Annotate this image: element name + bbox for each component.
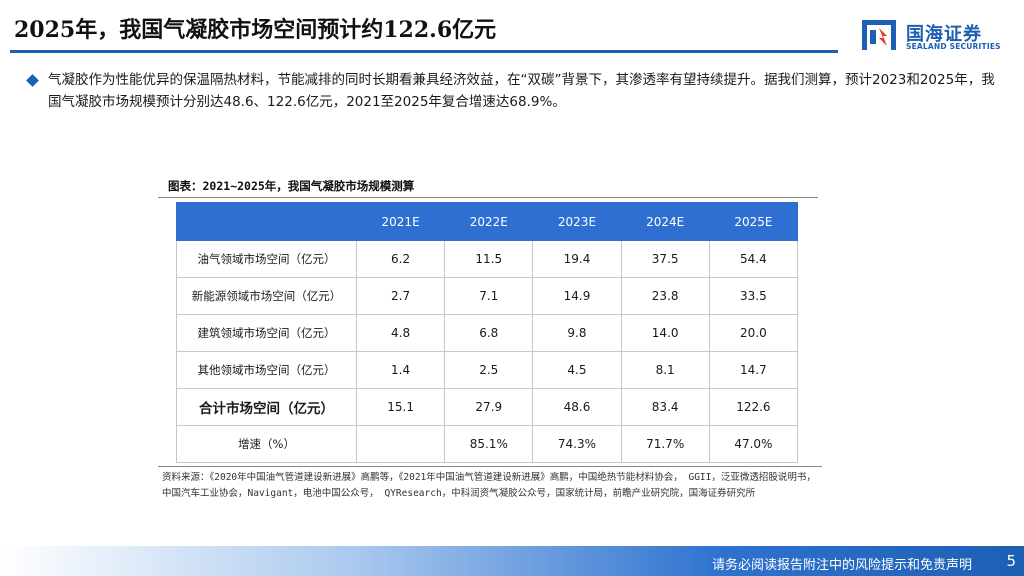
row-label: 建筑领域市场空间（亿元） bbox=[176, 314, 357, 352]
table-corner-cell bbox=[176, 202, 357, 241]
table-cell: 14.0 bbox=[620, 314, 710, 352]
table-cell: 37.5 bbox=[620, 240, 710, 278]
table-cell: 19.4 bbox=[532, 240, 622, 278]
table-row: 油气领域市场空间（亿元） 6.2 11.5 19.4 37.5 54.4 bbox=[176, 240, 799, 278]
column-header: 2021E bbox=[355, 202, 446, 241]
table-cell: 85.1% bbox=[444, 425, 534, 463]
title-divider bbox=[10, 50, 838, 53]
intro-paragraph: 气凝胶作为性能优异的保温隔热材料，节能减排的同时长期看兼具经济效益，在“双碳”背… bbox=[48, 72, 995, 110]
column-header: 2022E bbox=[444, 202, 534, 241]
table-row: 增速（%） 85.1% 74.3% 71.7% 47.0% bbox=[176, 425, 799, 463]
sealand-logo-icon bbox=[862, 20, 896, 50]
column-header: 2023E bbox=[532, 202, 622, 241]
table-cell: 54.4 bbox=[708, 240, 799, 278]
table-cell: 48.6 bbox=[532, 388, 622, 426]
table-total-row: 合计市场空间（亿元） 15.1 27.9 48.6 83.4 122.6 bbox=[176, 388, 799, 426]
caption-divider bbox=[158, 197, 818, 198]
table-row: 新能源领域市场空间（亿元） 2.7 7.1 14.9 23.8 33.5 bbox=[176, 277, 799, 315]
company-logo: 国海证券 SEALAND SECURITIES bbox=[860, 18, 1010, 58]
logo-english-name: SEALAND SECURITIES bbox=[906, 42, 1001, 51]
table-cell: 33.5 bbox=[708, 277, 799, 315]
table-cell: 14.7 bbox=[708, 351, 799, 389]
row-label: 合计市场空间（亿元） bbox=[176, 388, 357, 426]
table-cell: 14.9 bbox=[532, 277, 622, 315]
table-cell: 2.5 bbox=[444, 351, 534, 389]
table-cell: 15.1 bbox=[355, 388, 446, 426]
column-header: 2025E bbox=[708, 202, 799, 241]
table-cell: 20.0 bbox=[708, 314, 799, 352]
table-cell: 6.8 bbox=[444, 314, 534, 352]
table-cell: 11.5 bbox=[444, 240, 534, 278]
row-label: 油气领域市场空间（亿元） bbox=[176, 240, 357, 278]
source-divider bbox=[158, 466, 822, 467]
table-cell: 4.5 bbox=[532, 351, 622, 389]
market-size-table: 2021E 2022E 2023E 2024E 2025E 油气领域市场空间（亿… bbox=[176, 202, 799, 463]
table-cell: 2.7 bbox=[355, 277, 446, 315]
table-cell bbox=[355, 425, 446, 463]
footer-bar bbox=[0, 546, 1024, 576]
table-cell: 74.3% bbox=[532, 425, 622, 463]
column-header: 2024E bbox=[620, 202, 710, 241]
source-note: 资料来源：《2020年中国油气管道建设新进展》高鹏等，《2021年中国油气管道建… bbox=[162, 472, 816, 499]
table-cell: 122.6 bbox=[708, 388, 799, 426]
logo-chinese-name: 国海证券 bbox=[906, 24, 982, 45]
row-label: 新能源领域市场空间（亿元） bbox=[176, 277, 357, 315]
table-cell: 83.4 bbox=[620, 388, 710, 426]
page-number: 5 bbox=[1006, 552, 1016, 570]
table-row: 建筑领域市场空间（亿元） 4.8 6.8 9.8 14.0 20.0 bbox=[176, 314, 799, 352]
table-cell: 6.2 bbox=[355, 240, 446, 278]
table-header-row: 2021E 2022E 2023E 2024E 2025E bbox=[176, 202, 799, 241]
page-title: 2025年，我国气凝胶市场空间预计约122.6亿元 bbox=[14, 17, 497, 43]
table-cell: 7.1 bbox=[444, 277, 534, 315]
diamond-bullet-icon bbox=[26, 74, 39, 87]
table-caption: 图表：2021~2025年，我国气凝胶市场规模测算 bbox=[168, 179, 415, 193]
table-cell: 23.8 bbox=[620, 277, 710, 315]
table-cell: 27.9 bbox=[444, 388, 534, 426]
table-cell: 71.7% bbox=[620, 425, 710, 463]
table-cell: 47.0% bbox=[708, 425, 799, 463]
table-cell: 8.1 bbox=[620, 351, 710, 389]
table-cell: 4.8 bbox=[355, 314, 446, 352]
row-label: 其他领域市场空间（亿元） bbox=[176, 351, 357, 389]
row-label: 增速（%） bbox=[176, 425, 357, 463]
table-cell: 1.4 bbox=[355, 351, 446, 389]
table-row: 其他领域市场空间（亿元） 1.4 2.5 4.5 8.1 14.7 bbox=[176, 351, 799, 389]
footer-disclaimer: 请务必阅读报告附注中的风险提示和免责声明 bbox=[711, 558, 972, 573]
table-cell: 9.8 bbox=[532, 314, 622, 352]
